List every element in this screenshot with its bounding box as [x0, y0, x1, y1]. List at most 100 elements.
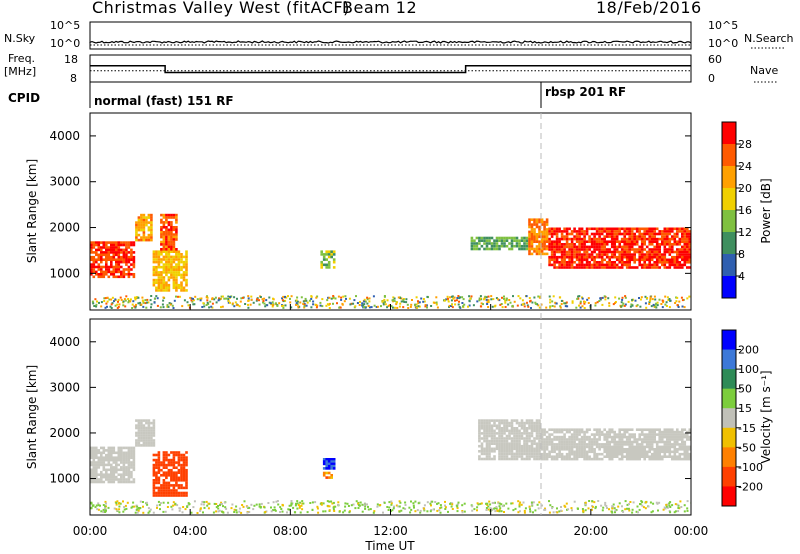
velocity-cell	[640, 438, 644, 441]
velocity-cell	[162, 451, 166, 454]
power-cell	[353, 299, 356, 302]
power-cell	[533, 247, 536, 251]
velocity-cell	[320, 503, 323, 506]
velocity-cell	[604, 503, 607, 506]
power-y-tick-label: 2000	[49, 221, 80, 235]
velocity-cell	[558, 428, 561, 431]
power-cell	[585, 255, 589, 259]
velocity-cell	[671, 435, 674, 439]
power-cell	[486, 303, 489, 305]
power-cell	[610, 263, 614, 267]
power-cell	[563, 237, 566, 241]
velocity-cell	[495, 437, 499, 440]
power-cell	[615, 248, 619, 251]
axes-layer: 00:00 04:00 08:00 12:00 16:00 20:00 00:0040003…	[49, 129, 708, 538]
velocity-cell	[97, 473, 101, 476]
velocity-cell	[618, 430, 621, 434]
velocity-cell	[130, 475, 133, 479]
power-cell	[666, 227, 669, 231]
power-cell	[658, 255, 661, 259]
power-cell	[530, 235, 534, 239]
power-cell	[90, 243, 93, 247]
power-cell	[578, 227, 581, 231]
velocity-cell	[550, 433, 554, 436]
velocity-cell	[525, 450, 529, 453]
power-cell	[165, 265, 168, 269]
velocity-cell	[518, 432, 521, 435]
velocity-cell	[683, 435, 687, 439]
power-cell	[673, 255, 677, 259]
velocity-cell	[628, 443, 631, 446]
power-cell	[150, 221, 153, 224]
velocity-cell	[112, 446, 116, 450]
power-cell	[259, 296, 262, 298]
power-cell	[256, 298, 258, 301]
velocity-cell	[139, 507, 142, 509]
power-cell	[678, 261, 682, 264]
power-cell	[500, 303, 503, 305]
power-cell	[356, 302, 359, 304]
power-cell	[375, 306, 378, 308]
velocity-cell	[532, 501, 535, 504]
power-cell	[316, 295, 319, 298]
velocity-cell	[633, 455, 636, 458]
velocity-cell	[658, 501, 661, 504]
power-cell	[688, 245, 691, 249]
velocity-cell	[673, 433, 677, 436]
power-cell	[127, 260, 131, 264]
power-cell	[568, 255, 571, 259]
velocity-cell	[498, 427, 501, 430]
power-cell	[305, 304, 308, 307]
power-cell	[668, 306, 671, 309]
power-cell	[560, 245, 564, 249]
power-cell	[110, 243, 113, 247]
velocity-cell	[585, 445, 589, 449]
velocity-cell	[583, 455, 586, 458]
velocity-cell	[683, 450, 687, 454]
velocity-cell	[610, 455, 614, 458]
power-cell	[593, 266, 596, 269]
velocity-cell	[535, 455, 539, 458]
power-cell	[90, 270, 93, 274]
power-cell	[170, 248, 173, 251]
power-cell	[555, 302, 558, 305]
velocity-cell	[325, 476, 328, 479]
power-cell	[531, 301, 534, 304]
power-cell	[117, 258, 121, 261]
power-cell	[615, 227, 619, 231]
power-cell	[459, 296, 461, 299]
power-cell	[568, 258, 571, 262]
velocity-cell	[372, 511, 375, 514]
velocity-cell	[518, 503, 521, 506]
velocity-cell	[533, 437, 536, 440]
velocity-cell	[615, 445, 619, 449]
velocity-cell	[292, 506, 295, 509]
velocity-cell	[185, 451, 188, 454]
velocity-cell	[92, 461, 96, 464]
power-cell	[131, 303, 134, 306]
power-cell	[146, 298, 149, 301]
power-cell	[593, 258, 596, 262]
power-cell	[183, 299, 186, 302]
power-cell	[575, 237, 579, 241]
power-cell	[135, 228, 138, 232]
power-cell	[563, 258, 566, 262]
power-cell	[363, 300, 366, 303]
power-cell	[580, 245, 584, 249]
velocity-cell	[483, 427, 486, 430]
power-cell	[100, 268, 103, 271]
velocity-cell	[645, 452, 649, 456]
power-cell	[189, 296, 192, 299]
power-cell	[320, 260, 323, 264]
power-cell	[147, 238, 151, 242]
velocity-cell	[624, 500, 627, 503]
power-cell	[571, 301, 574, 304]
velocity-cell	[500, 450, 504, 453]
velocity-cell	[558, 438, 561, 441]
velocity-cell	[583, 448, 586, 451]
velocity-cell	[217, 507, 220, 510]
velocity-cell	[628, 433, 631, 436]
power-cell	[653, 240, 656, 243]
velocity-cell	[568, 443, 571, 446]
velocity-y-tick-label: 4000	[49, 335, 80, 349]
